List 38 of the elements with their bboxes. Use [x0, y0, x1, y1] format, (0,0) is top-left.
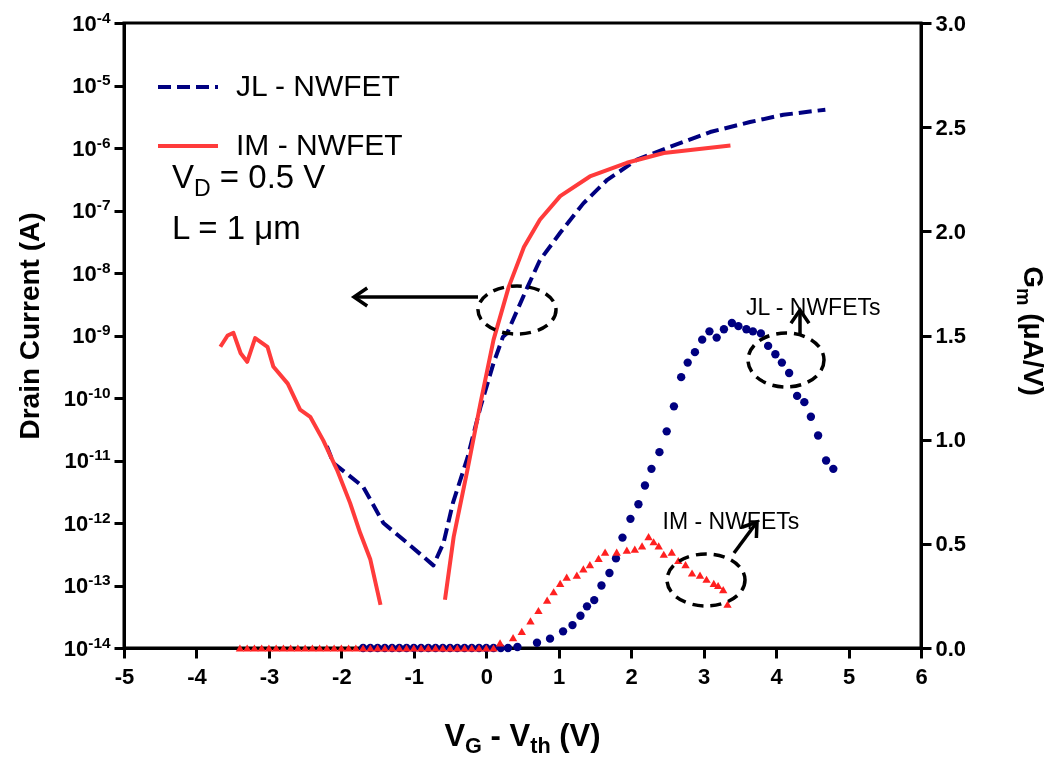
x-axis-title: V$_{G}$ - V$_{th}$ (V)	[444, 717, 601, 758]
y-axis-title: Drain Current (A)	[14, 211, 45, 440]
y-tick-label: 10$^{-10}$	[63, 383, 111, 411]
y-tick-label: 10$^{-12}$	[63, 508, 111, 536]
y-tick-label: 10$^{-6}$	[72, 133, 111, 161]
x-tick-label: 3	[698, 663, 711, 689]
x-tick-label: -3	[259, 663, 280, 689]
y2-tick-label: 2.5	[935, 114, 967, 140]
legend-label: IM - NWFET	[236, 128, 403, 161]
y2-tick-label: 0.0	[935, 635, 967, 661]
y2-tick-label: 2.0	[935, 218, 967, 244]
annotation: L = 1 μm	[172, 208, 301, 246]
series-label: IM - NWFETs	[662, 507, 800, 534]
y-tick-label: 10$^{-11}$	[64, 445, 111, 473]
series-label: JL - NWFETs	[745, 293, 881, 320]
x-tick-label: 1	[553, 663, 566, 689]
annotation: V$_{D}$ = 0.5 V	[172, 158, 326, 201]
x-tick-label: -5	[114, 663, 135, 689]
x-tick-label: 0	[480, 663, 493, 689]
y-tick-label: 10$^{-7}$	[72, 195, 111, 223]
y2-tick-label: 1.0	[935, 427, 967, 453]
x-tick-label: -1	[404, 663, 425, 689]
y-tick-label: 10$^{-4}$	[72, 8, 111, 36]
x-tick-label: 2	[625, 663, 638, 689]
y-tick-label: 10$^{-14}$	[63, 633, 111, 661]
y-tick-label: 10$^{-5}$	[72, 70, 111, 98]
y-tick-label: 10$^{-9}$	[72, 320, 111, 348]
x-tick-label: 6	[915, 663, 928, 689]
y2-tick-label: 0.5	[935, 531, 967, 557]
x-tick-label: -4	[187, 663, 208, 689]
y2-tick-label: 1.5	[935, 323, 967, 348]
y-tick-label: 10$^{-13}$	[63, 570, 111, 598]
legend-label: JL - NWFET	[236, 69, 400, 102]
x-tick-label: -2	[332, 663, 352, 689]
y-tick-label: 10$^{-8}$	[72, 258, 111, 286]
x-tick-label: 4	[770, 663, 784, 689]
y2-tick-label: 3.0	[935, 10, 967, 36]
x-tick-label: 5	[842, 663, 856, 689]
